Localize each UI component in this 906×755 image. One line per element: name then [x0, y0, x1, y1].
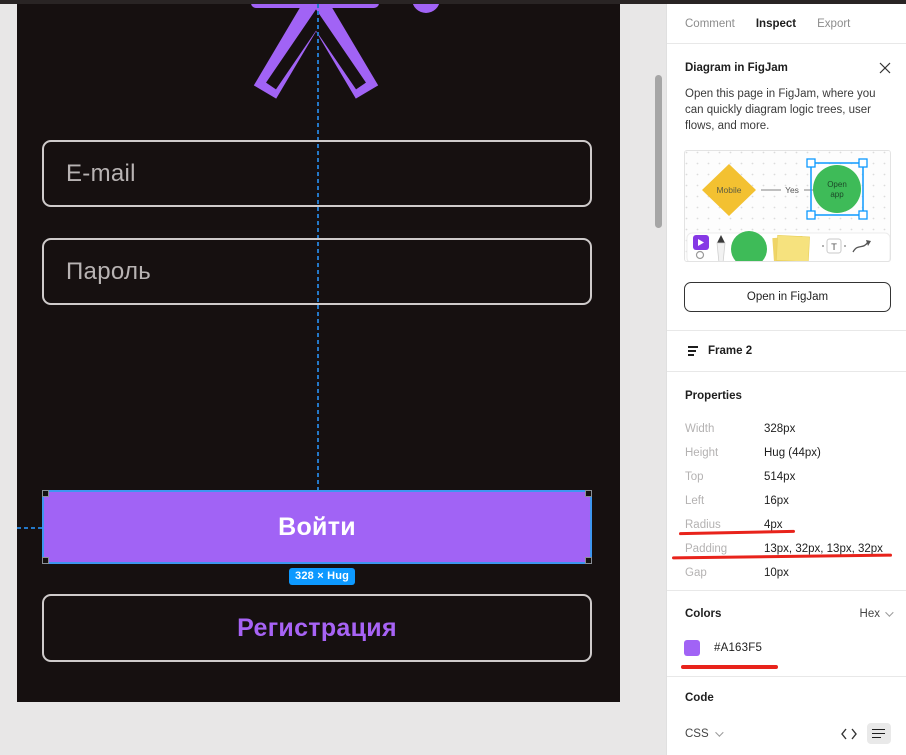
tab-inspect[interactable]: Inspect: [755, 17, 797, 30]
selection-handle[interactable]: [585, 490, 592, 497]
password-field[interactable]: Пароль: [42, 238, 592, 305]
color-hex-value: #A163F5: [714, 642, 763, 654]
chevron-down-icon: [714, 727, 724, 737]
selected-layer-row[interactable]: Frame 2: [667, 330, 906, 372]
selection-handle[interactable]: [585, 557, 592, 564]
red-annotation-line: [681, 665, 778, 669]
color-swatch: [684, 640, 700, 656]
divider: [667, 676, 906, 677]
selected-layer-name: Frame 2: [708, 345, 753, 357]
figjam-promo-header: Diagram in FigJam: [685, 62, 891, 74]
diamond-label: Mobile: [716, 185, 741, 195]
login-button-label: Войти: [278, 512, 356, 541]
node-label: Open: [827, 180, 847, 189]
marker-tool-icon: [717, 235, 725, 243]
diamond-node: [702, 164, 756, 216]
toolbar-edge: [0, 0, 906, 4]
code-title: Code: [685, 692, 714, 704]
lambda-logo-icon: [251, 4, 440, 99]
frame-autolayout-icon: [688, 346, 698, 356]
design-canvas[interactable]: E-mail Пароль Войти 328 × Hug Регистраци…: [0, 4, 666, 755]
svg-text:app: app: [830, 190, 844, 199]
connector-tool-icon: [852, 241, 869, 253]
colors-section-header: Colors Hex: [685, 608, 894, 620]
selection-rect: [810, 162, 864, 216]
panel-tabs: Comment Inspect Export: [667, 4, 906, 44]
circle-node: [813, 165, 861, 213]
shape-tool-icon: [731, 231, 767, 261]
code-language-row: CSS: [685, 723, 891, 744]
canvas-scrollbar[interactable]: [655, 75, 662, 228]
login-button[interactable]: Войти: [42, 490, 592, 564]
password-placeholder: Пароль: [66, 257, 152, 285]
mobile-frame[interactable]: E-mail Пароль Войти 328 × Hug Регистраци…: [17, 4, 620, 702]
code-language-dropdown[interactable]: CSS: [685, 727, 724, 740]
tab-comment[interactable]: Comment: [685, 17, 735, 30]
email-field[interactable]: E-mail: [42, 140, 592, 207]
selection-handle[interactable]: [42, 490, 49, 497]
colors-title: Colors: [685, 608, 722, 620]
chevron-down-icon: [885, 608, 894, 617]
svg-text:T: T: [831, 242, 837, 253]
divider: [667, 590, 906, 591]
selection-handle[interactable]: [42, 557, 49, 564]
horizontal-guide-line: [17, 527, 43, 529]
register-button-label: Регистрация: [237, 613, 397, 642]
property-row-radius: Radius 4px: [685, 519, 783, 531]
property-row-height: Height Hug (44px): [685, 447, 821, 459]
open-in-figjam-button[interactable]: Open in FigJam: [684, 282, 891, 312]
color-swatch-row[interactable]: #A163F5: [684, 640, 762, 656]
vertical-guide-line: [317, 4, 319, 490]
figjam-promo-title: Diagram in FigJam: [685, 62, 788, 74]
figjam-preview-image: Mobile Yes Open app: [684, 150, 891, 262]
close-icon[interactable]: [879, 62, 891, 74]
hand-tool-icon: [695, 250, 705, 260]
size-badge: 328 × Hug: [289, 568, 356, 585]
tab-export[interactable]: Export: [817, 17, 851, 30]
code-brackets-icon[interactable]: [841, 728, 857, 740]
text-tool-icon: [826, 238, 842, 254]
properties-title: Properties: [685, 390, 742, 402]
property-row-width: Width 328px: [685, 423, 796, 435]
property-row-left: Left 16px: [685, 495, 789, 507]
property-row-top: Top 514px: [685, 471, 796, 483]
color-format-dropdown[interactable]: Hex: [860, 608, 894, 620]
property-row-gap: Gap 10px: [685, 567, 789, 579]
align-lines-icon[interactable]: [867, 723, 891, 744]
inspect-panel: Comment Inspect Export Diagram in FigJam…: [666, 4, 906, 755]
figjam-promo-description: Open this page in FigJam, where you can …: [685, 88, 876, 132]
property-row-padding: Padding 13px, 32px, 13px, 32px: [685, 543, 883, 555]
edge-label: Yes: [785, 185, 799, 195]
email-placeholder: E-mail: [66, 159, 136, 187]
register-button[interactable]: Регистрация: [42, 594, 592, 662]
